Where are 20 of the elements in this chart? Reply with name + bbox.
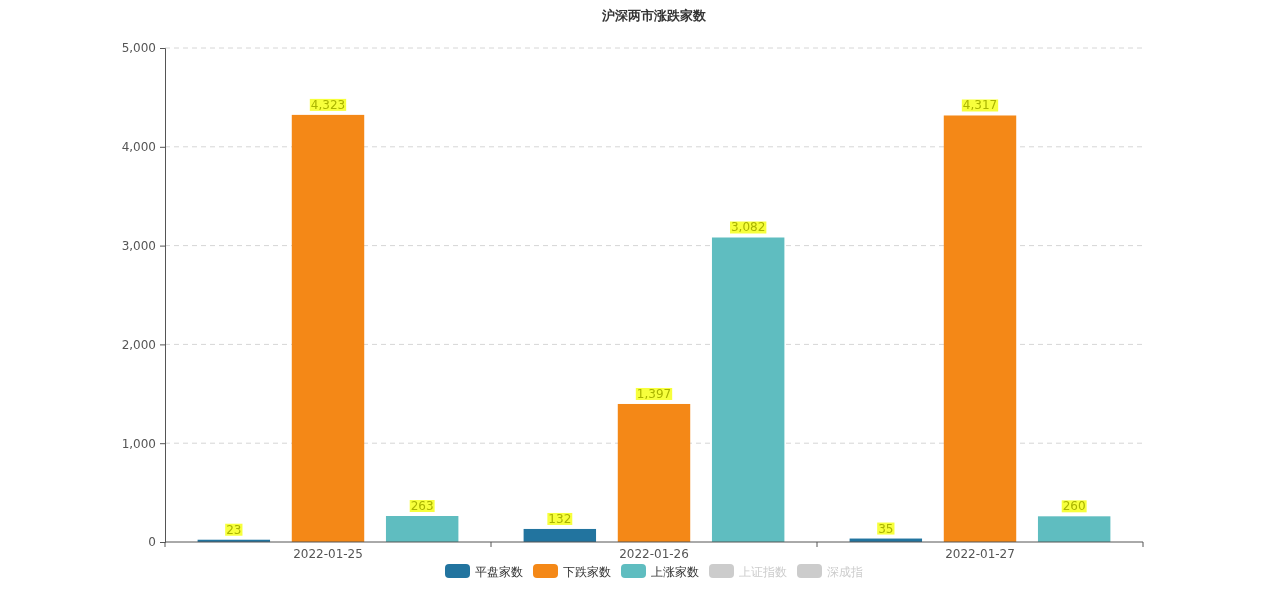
bar: [385, 516, 459, 542]
x-tick-label: 2022-01-27: [945, 547, 1015, 561]
bar: [1037, 516, 1111, 542]
bar: [291, 114, 365, 542]
legend-label: 下跌家数: [563, 564, 611, 579]
bar: [711, 237, 785, 542]
legend-label: 上涨家数: [651, 564, 699, 579]
y-tick-label: 4,000: [121, 140, 156, 155]
x-tick-label: 2022-01-26: [619, 547, 689, 561]
legend-label: 平盘家数: [475, 564, 523, 579]
bar: [523, 528, 597, 542]
x-tick-label: 2022-01-25: [293, 547, 363, 561]
y-tick-label: 5,000: [121, 41, 156, 56]
y-tick-label: 0: [148, 535, 156, 550]
bar: [943, 115, 1017, 542]
bar: [617, 403, 691, 542]
chart-title: 沪深两市涨跌家数: [601, 8, 707, 23]
y-tick-label: 3,000: [121, 238, 156, 253]
y-tick-label: 1,000: [121, 436, 156, 451]
y-tick-label: 2,000: [121, 337, 156, 352]
